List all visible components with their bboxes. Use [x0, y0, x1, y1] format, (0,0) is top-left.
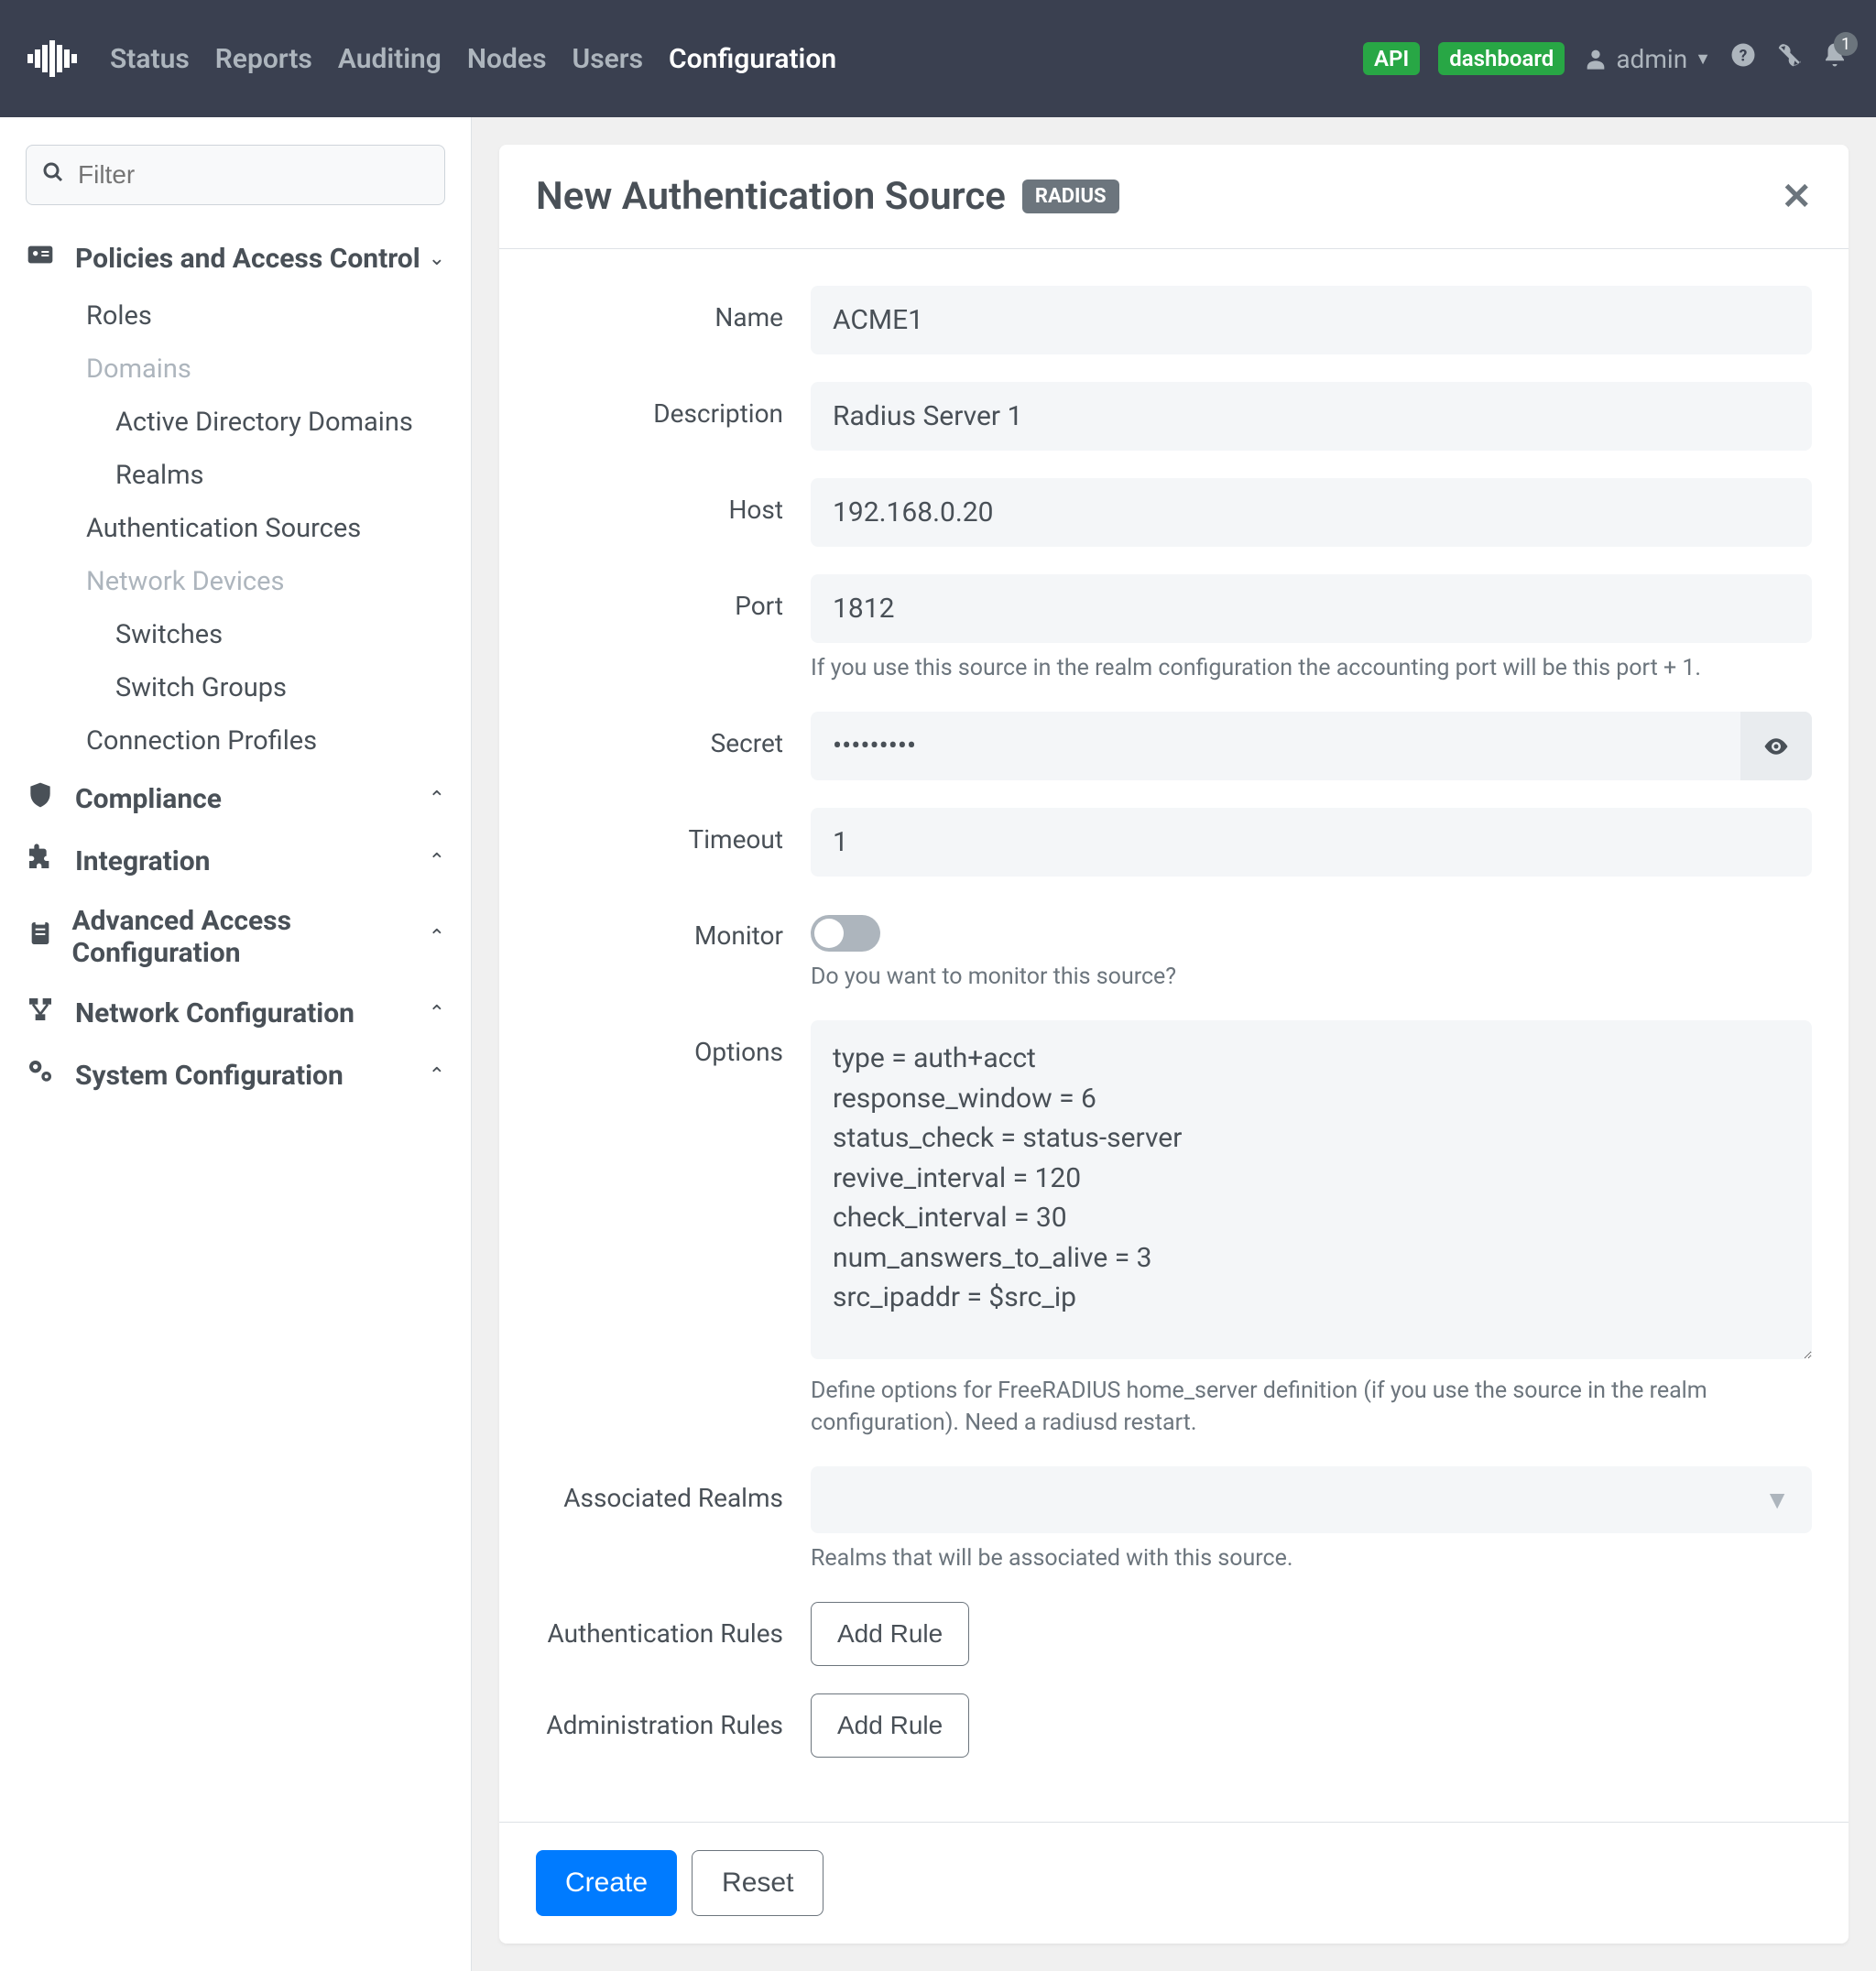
timeout-label: Timeout — [536, 808, 811, 855]
shield-icon — [26, 780, 59, 817]
nav-nodes[interactable]: Nodes — [467, 43, 547, 75]
card-footer: Create Reset — [499, 1822, 1849, 1944]
sidebar-section-title: Advanced Access Configuration — [72, 905, 429, 969]
add-admin-rule-button[interactable]: Add Rule — [811, 1693, 969, 1758]
sidebar-item-switch-groups[interactable]: Switch Groups — [26, 661, 445, 714]
sidebar-item-ad-domains[interactable]: Active Directory Domains — [26, 396, 445, 449]
sidebar-section-title: System Configuration — [75, 1060, 344, 1092]
description-input[interactable] — [811, 382, 1812, 451]
cogs-icon — [26, 1057, 59, 1094]
host-label: Host — [536, 478, 811, 525]
sidebar-section-title: Network Configuration — [75, 997, 354, 1029]
network-icon — [26, 995, 59, 1031]
toggle-knob — [814, 919, 844, 948]
nav-users[interactable]: Users — [573, 43, 644, 75]
bell-icon[interactable]: 1 — [1821, 41, 1849, 76]
chevron-up-icon: ⌃ — [429, 1002, 445, 1025]
source-type-badge: RADIUS — [1022, 180, 1119, 213]
sidebar-item-network-devices: Network Devices — [26, 555, 445, 608]
nav-auditing[interactable]: Auditing — [338, 43, 442, 75]
nav-status[interactable]: Status — [110, 43, 190, 75]
options-label: Options — [536, 1020, 811, 1067]
sidebar-item-connection-profiles[interactable]: Connection Profiles — [26, 714, 445, 768]
monitor-label: Monitor — [536, 904, 811, 951]
nav-right: API dashboard admin ▼ ? 1 — [1363, 41, 1849, 76]
main-content: New Authentication Source RADIUS ✕ Name … — [472, 117, 1876, 1971]
clipboard-icon — [26, 919, 56, 955]
tools-icon[interactable] — [1775, 41, 1803, 76]
sidebar-section-advanced[interactable]: Advanced Access Configuration ⌃ — [26, 892, 445, 982]
id-card-icon — [26, 240, 59, 277]
realms-dropdown[interactable]: ▼ — [811, 1466, 1812, 1533]
chevron-down-icon: ▼ — [1695, 49, 1711, 69]
secret-input[interactable] — [811, 712, 1740, 780]
svg-text:?: ? — [1740, 47, 1748, 65]
sidebar-section-title: Integration — [75, 845, 210, 877]
filter-input[interactable] — [26, 145, 445, 205]
sidebar: Policies and Access Control ⌄ Roles Doma… — [0, 117, 472, 1971]
page-title: New Authentication Source — [536, 174, 1006, 219]
sidebar-item-roles[interactable]: Roles — [26, 289, 445, 343]
sidebar-section-system[interactable]: System Configuration ⌃ — [26, 1044, 445, 1106]
port-label: Port — [536, 574, 811, 621]
host-input[interactable] — [811, 478, 1812, 547]
name-label: Name — [536, 286, 811, 332]
sidebar-section-title: Compliance — [75, 783, 222, 815]
card-header: New Authentication Source RADIUS ✕ — [499, 145, 1849, 249]
api-badge[interactable]: API — [1363, 42, 1420, 75]
help-icon[interactable]: ? — [1729, 41, 1757, 76]
admin-rules-label: Administration Rules — [536, 1693, 811, 1740]
navbar: Status Reports Auditing Nodes Users Conf… — [0, 0, 1876, 117]
dashboard-badge[interactable]: dashboard — [1438, 42, 1565, 75]
sidebar-item-auth-sources[interactable]: Authentication Sources — [26, 502, 445, 555]
sidebar-item-switches[interactable]: Switches — [26, 608, 445, 661]
sidebar-section-compliance[interactable]: Compliance ⌃ — [26, 768, 445, 830]
sidebar-section-network[interactable]: Network Configuration ⌃ — [26, 982, 445, 1044]
monitor-help: Do you want to monitor this source? — [811, 961, 1812, 993]
realms-label: Associated Realms — [536, 1466, 811, 1513]
notification-count: 1 — [1834, 32, 1858, 56]
name-input[interactable] — [811, 286, 1812, 354]
user-icon — [1583, 46, 1609, 71]
realms-help: Realms that will be associated with this… — [811, 1542, 1812, 1574]
auth-rules-label: Authentication Rules — [536, 1602, 811, 1649]
chevron-up-icon: ⌃ — [429, 926, 445, 949]
sidebar-section-title: Policies and Access Control — [75, 243, 420, 275]
close-button[interactable]: ✕ — [1781, 175, 1812, 218]
port-input[interactable] — [811, 574, 1812, 643]
user-menu[interactable]: admin ▼ — [1583, 44, 1711, 74]
sidebar-section-integration[interactable]: Integration ⌃ — [26, 830, 445, 892]
chevron-down-icon: ▼ — [1764, 1485, 1790, 1515]
username: admin — [1616, 44, 1687, 74]
add-auth-rule-button[interactable]: Add Rule — [811, 1602, 969, 1666]
nav-configuration[interactable]: Configuration — [669, 43, 836, 75]
reset-button[interactable]: Reset — [692, 1850, 823, 1916]
secret-label: Secret — [536, 712, 811, 758]
reveal-password-button[interactable] — [1740, 712, 1812, 780]
chevron-up-icon: ⌃ — [429, 788, 445, 811]
chevron-down-icon: ⌄ — [429, 247, 445, 270]
description-label: Description — [536, 382, 811, 429]
nav-reports[interactable]: Reports — [215, 43, 312, 75]
puzzle-icon — [26, 843, 59, 879]
sidebar-item-realms[interactable]: Realms — [26, 449, 445, 502]
options-help: Define options for FreeRADIUS home_serve… — [811, 1375, 1812, 1439]
options-textarea[interactable] — [811, 1020, 1812, 1359]
nav-items: Status Reports Auditing Nodes Users Conf… — [110, 43, 1363, 75]
chevron-up-icon: ⌃ — [429, 1064, 445, 1087]
create-button[interactable]: Create — [536, 1850, 677, 1916]
form-card: New Authentication Source RADIUS ✕ Name … — [499, 145, 1849, 1944]
port-help: If you use this source in the realm conf… — [811, 652, 1812, 684]
logo — [27, 36, 82, 82]
eye-icon — [1762, 733, 1790, 760]
sidebar-section-policies[interactable]: Policies and Access Control ⌄ — [26, 227, 445, 289]
monitor-toggle[interactable] — [811, 915, 880, 952]
sidebar-item-domains: Domains — [26, 343, 445, 396]
search-icon — [42, 161, 64, 189]
chevron-up-icon: ⌃ — [429, 850, 445, 873]
timeout-input[interactable] — [811, 808, 1812, 877]
